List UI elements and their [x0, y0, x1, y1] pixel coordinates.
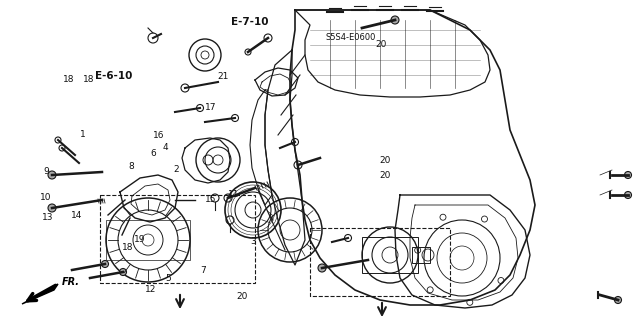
Circle shape [391, 16, 399, 24]
Text: 3: 3 [250, 237, 255, 246]
Text: 20: 20 [236, 292, 248, 301]
Circle shape [614, 297, 621, 303]
Text: FR.: FR. [62, 277, 80, 287]
Text: 20: 20 [380, 171, 391, 180]
Polygon shape [22, 284, 58, 304]
Text: 5: 5 [165, 274, 170, 283]
Text: 18: 18 [122, 243, 134, 252]
Text: 8: 8 [129, 162, 134, 171]
Text: 2: 2 [173, 165, 179, 174]
Text: E-6-10: E-6-10 [95, 71, 132, 81]
Text: 18: 18 [63, 75, 75, 84]
Circle shape [625, 191, 632, 198]
Circle shape [318, 264, 326, 272]
Text: 13: 13 [42, 213, 54, 222]
Circle shape [48, 204, 56, 212]
Bar [100, 195, 255, 283]
Text: 10: 10 [40, 193, 52, 202]
Text: 17: 17 [205, 103, 217, 112]
Text: 20: 20 [380, 156, 391, 165]
Text: 11: 11 [228, 190, 239, 199]
Bar [310, 228, 450, 296]
Circle shape [120, 268, 127, 276]
Text: 15: 15 [205, 195, 217, 204]
Bar [362, 237, 418, 273]
Bar [412, 247, 430, 263]
Text: 12: 12 [145, 285, 156, 294]
Text: 21: 21 [217, 72, 228, 81]
Circle shape [48, 171, 56, 179]
Text: 14: 14 [71, 211, 83, 220]
Text: E-7-10: E-7-10 [231, 17, 268, 27]
Text: 18: 18 [83, 75, 94, 84]
Text: 6: 6 [151, 149, 156, 158]
Circle shape [102, 260, 109, 268]
Text: 19: 19 [134, 235, 145, 244]
Text: 9: 9 [44, 167, 49, 176]
Text: 20: 20 [375, 40, 387, 49]
Text: 1: 1 [81, 130, 86, 139]
Text: 16: 16 [153, 131, 164, 140]
Bar [106, 220, 190, 260]
Circle shape [625, 172, 632, 179]
Text: 7: 7 [201, 266, 206, 275]
Text: S5S4-E0600: S5S4-E0600 [326, 33, 376, 42]
Text: 4: 4 [163, 143, 168, 152]
